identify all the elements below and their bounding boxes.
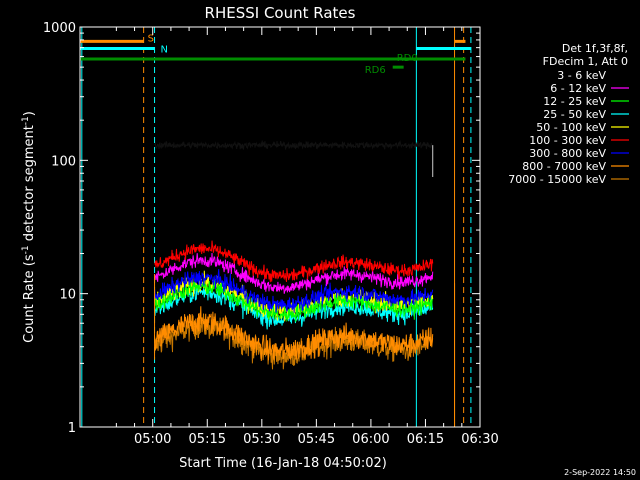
legend: Det 1f,3f,8f, FDecim 1, Att 0 3 - 6 keV6… <box>508 42 629 186</box>
flag-label-rd6: RD6 <box>365 65 386 76</box>
legend-label-7: 800 - 7000 keV <box>522 160 606 173</box>
legend-label-3: 25 - 50 keV <box>543 108 606 121</box>
axes: 05:00 05:15 05:30 05:45 06:00 06:15 06:30 1 10 10… <box>43 21 499 447</box>
x-tick-label-0: 05:00 <box>134 432 171 447</box>
chart-title: RHESSI Count Rates <box>205 4 356 22</box>
legend-label-0: 3 - 6 keV <box>557 69 606 82</box>
flag-label-n: N <box>161 44 168 55</box>
footer-timestamp: 2-Sep-2022 14:50 <box>564 468 636 477</box>
y-tick-label-0: 1 <box>68 421 76 436</box>
y-tick-label-2: 100 <box>51 154 76 169</box>
legend-label-1: 6 - 12 keV <box>550 82 606 95</box>
x-tick-label-3: 05:45 <box>298 432 335 447</box>
x-axis-label: Start Time (16-Jan-18 04:50:02) <box>179 456 387 471</box>
flag-label-rd0: RD0 <box>397 53 418 64</box>
series-300-800-kev <box>154 268 434 313</box>
series-100-300-kev <box>154 240 434 283</box>
series-800-7000-kev <box>154 306 434 361</box>
x-tick-label-1: 05:15 <box>189 432 226 447</box>
y-tick-label-1: 10 <box>59 288 76 303</box>
y-axis-label: Count Rate (s-1 detector segment-1) <box>21 111 37 343</box>
plot-area: SN RD0 RD6 <box>80 27 472 427</box>
legend-label-5: 100 - 300 keV <box>529 134 606 147</box>
x-tick-label-5: 06:15 <box>407 432 444 447</box>
y-tick-label-3: 1000 <box>43 21 76 36</box>
x-tick-label-6: 06:30 <box>461 432 498 447</box>
legend-label-8: 7000 - 15000 keV <box>508 173 606 186</box>
x-tick-label-2: 05:30 <box>243 432 280 447</box>
legend-header-line1: Det 1f,3f,8f, <box>562 42 628 55</box>
series-6-12-kev <box>154 252 434 294</box>
legend-label-4: 50 - 100 keV <box>536 121 606 134</box>
series-7000-15000-kev <box>154 313 434 370</box>
legend-header-line2: FDecim 1, Att 0 <box>543 55 628 68</box>
legend-label-2: 12 - 25 keV <box>543 95 606 108</box>
flag-label-s: S <box>148 33 154 44</box>
x-tick-label-4: 06:00 <box>352 432 389 447</box>
legend-label-6: 300 - 800 keV <box>529 147 606 160</box>
series-3-6-kev <box>154 140 434 151</box>
